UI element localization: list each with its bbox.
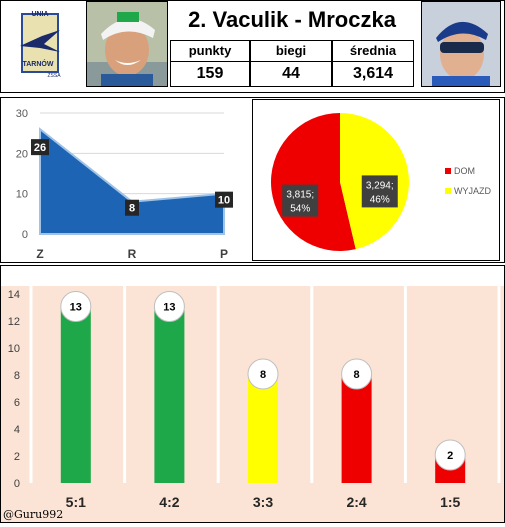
rider-photo-left [86,1,168,87]
bar [341,375,372,483]
bar-value-label: 13 [163,302,175,314]
bar-value-bubble [434,439,466,471]
author-credit: @Guru992 [3,508,64,521]
page-title: 2. Vaculik - Mroczka [188,7,396,32]
bar [154,307,185,483]
pie-legend-label: WYJAZD [454,186,491,196]
area-data-label: 10 [215,191,233,208]
pie-data-label-value: 3,294; [366,180,394,191]
stat-label-punkty: punkty [170,40,250,62]
bar-x-tick-label: 1:5 [440,494,460,510]
bar-y-tick-label: 0 [14,478,20,490]
logo-text-3: ŻSSA [47,72,61,79]
area-y-tick-label: 20 [16,148,28,160]
area-data-label-text: 10 [218,195,230,207]
pie-legend-swatch [445,188,451,194]
bar-value-label: 8 [260,369,266,381]
bar-y-tick-label: 4 [14,424,20,436]
area-y-tick-label: 10 [16,189,28,201]
bar-x-tick-label: 2:4 [346,494,366,510]
area-data-label-box [125,199,139,216]
pie-data-label-pct: 46% [370,194,390,205]
bar-value-label: 8 [354,369,360,381]
stat-value-biegi: 44 [250,61,332,87]
area-data-label: 26 [31,139,49,156]
bar [60,307,91,483]
area-data-label-text: 26 [34,142,46,154]
stat-label-srednia: średnia [332,40,414,62]
area-data-label: 8 [125,199,139,216]
bar-y-tick-label: 14 [8,289,20,301]
pie-data-label: 3,815; 54% [282,184,319,217]
pie-data-label-value: 3,815; [286,190,314,201]
logo-text-1: UNIA [31,11,48,18]
bar-y-tick-label: 10 [8,343,20,355]
club-logo: UNIA TARNÓW ŻSSA [12,6,68,82]
bar-y-tick-label: 6 [14,397,20,409]
stat-label-biegi: biegi [250,40,332,62]
area-data-label-box [215,191,233,208]
bar-y-tick-label: 12 [8,316,20,328]
bar-x-tick-label: 5:1 [66,494,86,510]
bar-y-tick-label: 2 [14,451,20,463]
area-series [39,127,225,235]
pie-data-label: 3,294; 46% [361,175,398,208]
area-x-tick-label: Z [36,247,43,261]
pie-data-label-box [361,175,398,208]
area-data-label-text: 8 [129,203,135,215]
pie-chart-panel: 3,815; 54% 3,294; 46% DOM WYJAZD [252,99,500,261]
bar-value-label: 2 [447,450,453,462]
logo-text-2: TARNÓW [23,59,54,68]
bar-x-tick-label: 4:2 [159,494,179,510]
bar-value-label: 13 [70,302,82,314]
bar-value-bubble [341,358,373,390]
area-chart: 0 10 20 30 26 8 10 Z R P [16,108,233,261]
bar-chart: 0 2 4 6 8 10 12 14 13 5:1 13 4:2 8 3:3 8 2:4 2 1:5 [1,286,504,522]
area-x-tick-label: R [128,247,137,261]
area-data-label-box [31,139,49,156]
bar-value-bubble [153,291,185,322]
bar-chart-panel: 0 2 4 6 8 10 12 14 13 5:1 13 4:2 8 3:3 8 2:4 2 1:5 [1,286,504,522]
area-x-tick-label: P [220,247,228,261]
area-y-tick-label: 30 [16,108,28,120]
pie-data-label-box [282,184,319,217]
stat-value-punkty: 159 [170,61,250,87]
area-chart-panel: 0 10 20 30 26 8 10 Z R P [2,99,248,261]
stat-value-srednia: 3,614 [332,61,414,87]
pie-chart: 3,815; 54% 3,294; 46% DOM WYJAZD [271,113,491,252]
bar-y-tick-label: 8 [14,370,20,382]
pie-legend-label: DOM [454,166,475,176]
bar [248,375,278,483]
rider-photo-right [421,1,501,87]
pie-data-label-pct: 54% [290,204,310,215]
pie-legend-swatch [445,168,451,174]
bar-value-bubble [247,358,279,390]
bar-x-tick-label: 3:3 [253,494,273,510]
bar-value-bubble [60,291,92,322]
area-y-tick-label: 0 [22,229,28,241]
